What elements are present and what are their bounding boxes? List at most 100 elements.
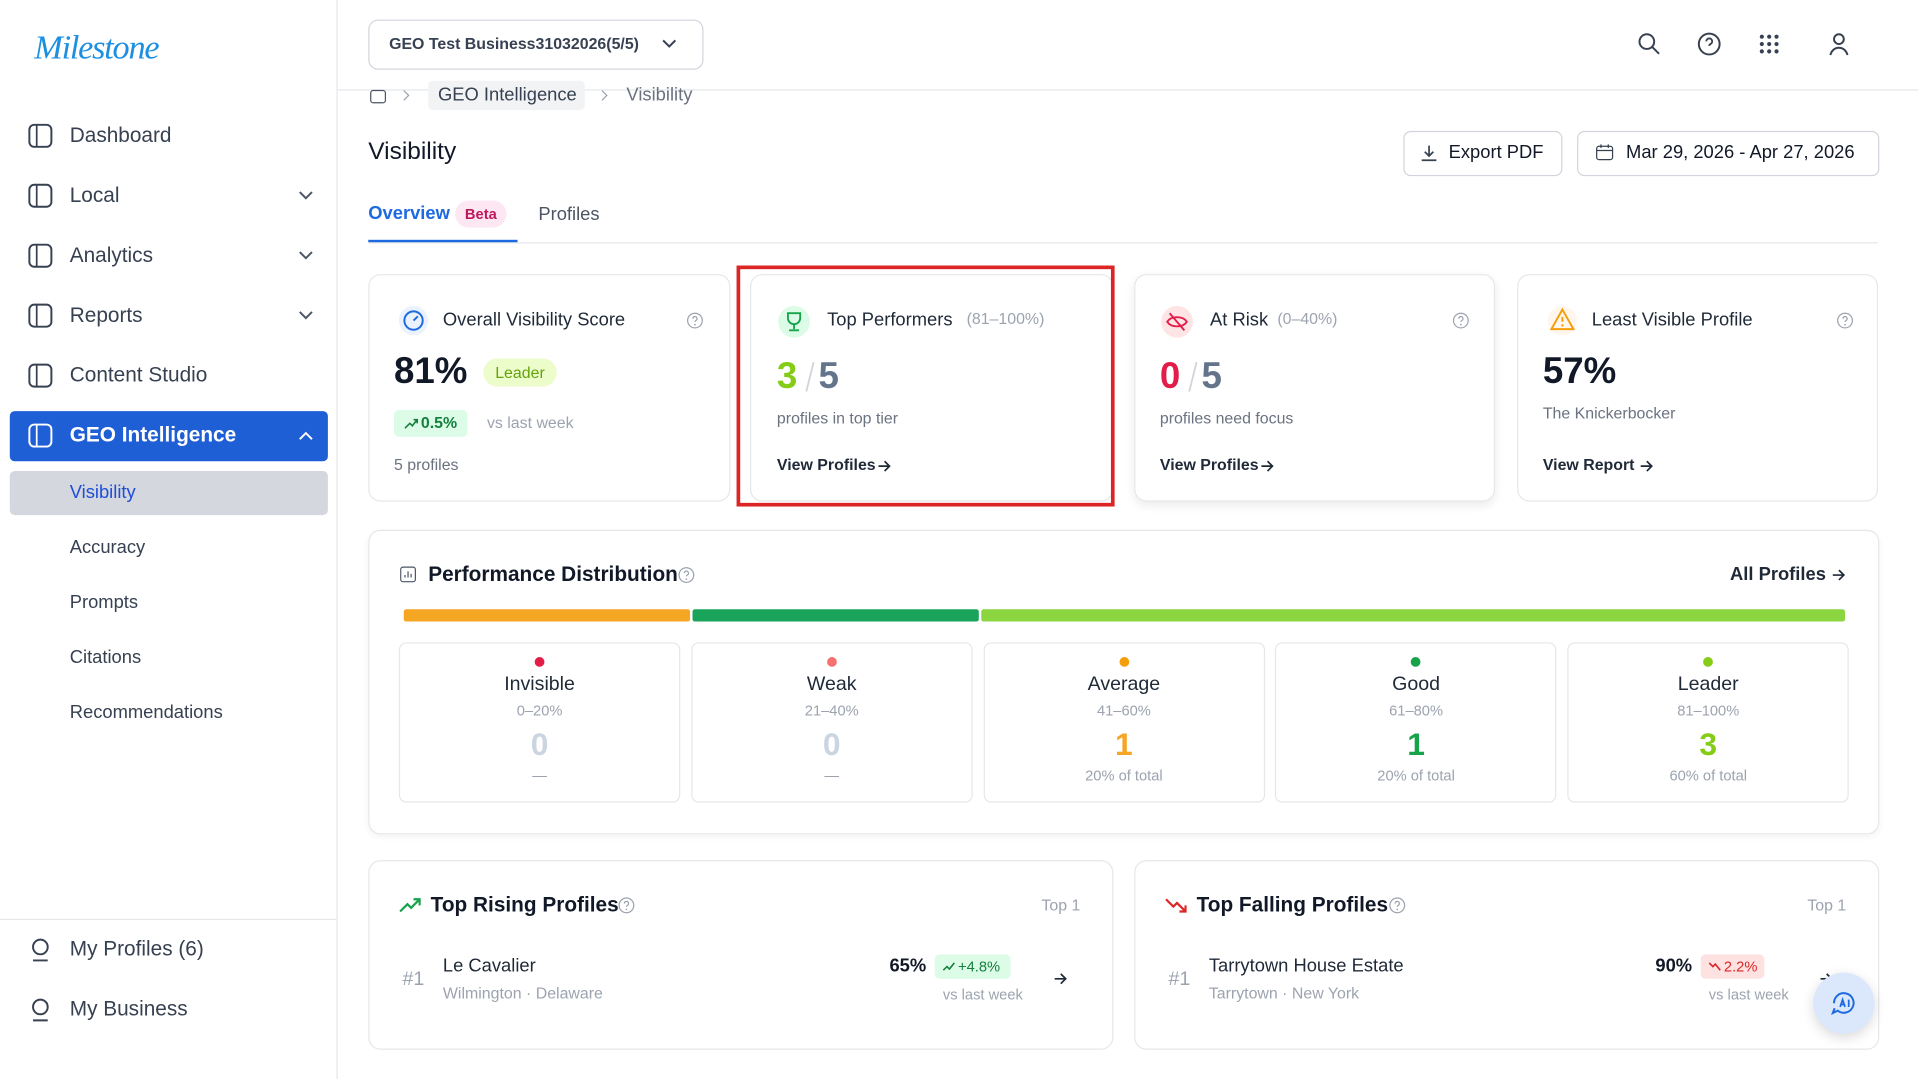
tab[interactable]: Profiles [538,204,600,226]
subnav-item[interactable]: Accuracy [69,537,146,558]
panel [368,860,1114,1050]
card-change: 0.5% [420,413,458,433]
arrow-icon [1640,460,1653,472]
tier-count: 3 [1699,726,1718,763]
tabs-border [368,242,1879,244]
arrow-icon [1054,973,1067,985]
tier-share: 60% of total [1669,766,1748,785]
distribution-bar [692,609,979,622]
card-range: (81–100%) [966,309,1045,329]
chart-icon [400,566,416,583]
tier-dot [1411,657,1421,667]
profile-location: Wilmington · Delaware [442,983,603,1003]
panel-title: Top Rising Profiles [430,892,619,917]
card-link[interactable]: View Profiles [776,455,876,474]
download-icon [1421,145,1437,162]
chevron [403,90,410,101]
profile-name[interactable]: Tarrytown House Estate [1208,955,1404,977]
business-name: GEO Test Business31032026(5/5) [389,34,639,53]
tier-card [1275,642,1557,803]
page-title: Visibility [368,138,457,166]
nav-item[interactable]: Dashboard [69,123,172,147]
card [1517,274,1879,502]
tier-dot [826,657,837,667]
subnav-item[interactable]: Visibility [69,482,136,503]
date-button[interactable] [1577,130,1880,177]
nav-icon [32,938,49,962]
tier-name: Weak [806,674,857,696]
help-icon [1697,32,1721,56]
help-icon [686,312,703,329]
nav-icon [28,423,53,448]
warning-icon [1547,305,1578,336]
business-select[interactable] [368,19,704,70]
nav-item[interactable]: My Business [69,996,188,1021]
tier-dot [1703,657,1714,667]
profile-score: 90% [1655,955,1693,977]
nav-item[interactable]: Analytics [69,243,153,267]
tab[interactable]: Overview [368,203,450,224]
card-link[interactable]: View Profiles [1159,455,1259,474]
nav-item[interactable]: Local [69,183,120,207]
help-icon [678,567,695,583]
profile-location: Tarrytown · New York [1208,983,1360,1003]
breadcrumb[interactable]: GEO Intelligence [438,84,577,106]
card-value: 3 [776,356,798,397]
panel-link[interactable]: All Profiles [1730,564,1826,585]
card [368,274,731,502]
tier-count: 0 [822,726,841,763]
tier-range: 61–80% [1389,702,1444,720]
card-note: profiles need focus [1159,408,1294,428]
arrow-icon [1832,569,1846,581]
profile-rank: #1 [402,969,425,991]
tab-badge: Beta [464,205,497,223]
crumb-bg [428,80,585,111]
panel-title: Top Falling Profiles [1196,892,1389,917]
card-change-note: vs last week [486,413,574,433]
subnav-item[interactable]: Citations [69,647,142,669]
nav-item[interactable]: GEO Intelligence [69,423,237,447]
chevron [601,90,608,101]
card [1134,274,1496,502]
profile-rank: #1 [1168,969,1191,991]
date-range: Mar 29, 2026 - Apr 27, 2026 [1626,141,1855,163]
subnav-item[interactable]: Recommendations [69,702,223,724]
profile-note: vs last week [1708,985,1789,1004]
card-title: At Risk [1210,309,1269,331]
tier-name: Good [1392,674,1441,696]
export-button[interactable] [1403,130,1563,177]
arrow-icon [878,460,891,472]
card-title: Least Visible Profile [1591,309,1753,331]
tier-name: Leader [1677,674,1739,696]
chevron [299,311,313,320]
nav-icon [28,303,53,328]
subnav-item[interactable]: Prompts [69,592,139,613]
card-range: (0–40%) [1277,309,1338,329]
nav-item[interactable]: Content Studio [69,363,208,387]
tier-share: — [824,766,840,785]
tier-range: 41–60% [1096,702,1151,720]
tier-share: 20% of total [1377,766,1455,785]
trend-up-icon [404,418,419,429]
tier-range: 81–100% [1677,702,1740,720]
header-border [337,89,1919,91]
trend-up-icon [399,898,421,913]
card-link[interactable]: View Report [1542,455,1635,474]
card-title: Top Performers [827,309,953,331]
nav-active-bg [9,411,328,462]
subnav-active-bg [9,471,328,516]
highlight-box [736,265,1115,507]
profile-change: +4.8% [958,957,1001,975]
profile-name[interactable]: Le Cavalier [442,955,536,977]
nav-item[interactable]: My Profiles (6) [69,936,204,961]
home-icon [370,89,387,104]
nav-item[interactable]: Reports [69,303,143,327]
apps-icon [1759,34,1779,54]
chevron [299,251,313,260]
tier-dot [534,657,545,667]
export-label: Export PDF [1448,141,1544,163]
card-badge: Leader [495,363,545,382]
distribution-bar [981,609,1846,622]
nav-icon [28,243,53,268]
sidebar-divider [0,918,337,921]
